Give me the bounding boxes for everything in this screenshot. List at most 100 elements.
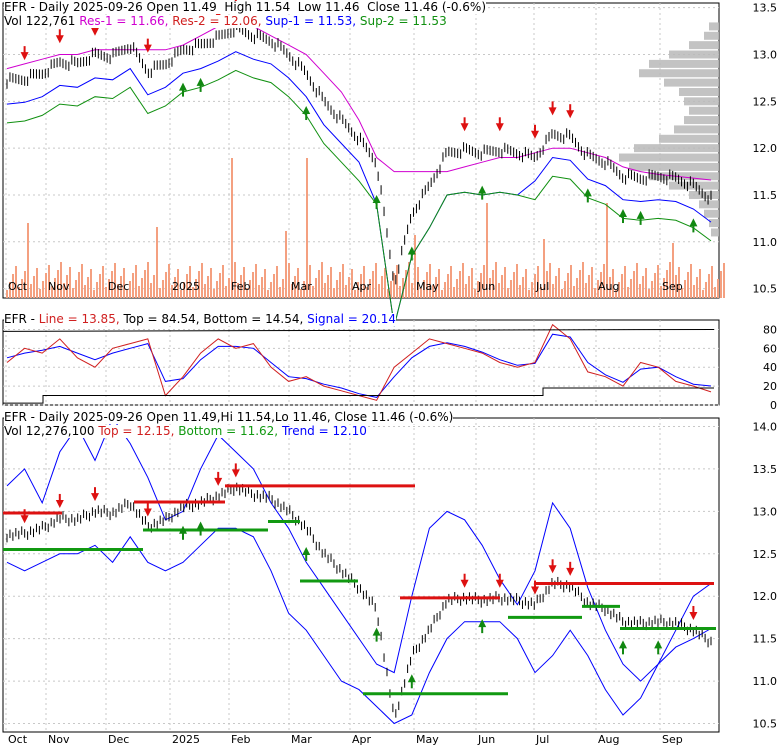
stoch-signal-line (6, 333, 712, 398)
volume-bar (294, 276, 296, 298)
volume-bar (378, 284, 380, 298)
volume-bar (201, 263, 203, 298)
volume-bar (36, 268, 38, 298)
volume-bar (297, 268, 299, 298)
volume-bar (228, 278, 230, 298)
volume-bar (522, 277, 524, 298)
volume-profile-bar (709, 22, 719, 31)
volume-bar (324, 283, 326, 298)
volume-bar (567, 273, 569, 298)
volume-bar (501, 275, 503, 298)
volume-bar (63, 283, 65, 298)
volume-bar (342, 264, 344, 298)
volume-bar (147, 262, 149, 298)
volume-profile-bar (711, 228, 719, 237)
sell-arrow (20, 52, 29, 61)
volume-bar (339, 272, 341, 298)
volume-bar (663, 278, 665, 298)
sup2-line (6, 69, 712, 327)
x-axis-month-label: Mar (291, 733, 312, 745)
volume-bar (459, 271, 461, 298)
volume-bar (474, 289, 476, 298)
volume-profile-bar (699, 200, 719, 209)
trend-axis-tick: 14.0 (753, 420, 778, 433)
sell-arrow (495, 123, 504, 132)
volume-bar (510, 280, 512, 298)
volume-bar (537, 266, 539, 298)
volume-bar (609, 277, 611, 298)
volume-bar (66, 275, 68, 298)
volume-bar (345, 285, 347, 298)
volume-bar (171, 285, 173, 298)
volume-bar (666, 270, 668, 298)
trend-axis-tick: 11.5 (753, 633, 778, 646)
volume-bar (303, 281, 305, 298)
trend-sell-arrow (20, 515, 29, 524)
volume-profile-bar (704, 31, 719, 40)
trend-sell-arrow (566, 567, 575, 576)
volume-profile-bar (689, 106, 719, 115)
price-axis-tick: 11.0 (753, 236, 778, 249)
volume-bar (588, 275, 590, 298)
volume-bar (723, 263, 725, 298)
stoch-top-label: Top = 84.54, (123, 312, 200, 326)
stoch-axis-tick: 40 (763, 361, 777, 374)
volume-bar (72, 288, 74, 298)
volume-bar (462, 263, 464, 298)
panel2-prefix: EFR - (4, 312, 39, 326)
volume-bar (300, 289, 302, 298)
volume-bar (357, 282, 359, 298)
trend-buy-arrow (179, 525, 187, 534)
volume-bar (420, 288, 422, 298)
trend-sell-arrow (689, 611, 698, 620)
panel3-title: EFR - Daily 2025-09-26 Open 11.49,Hi 11.… (4, 410, 454, 424)
buy-arrow (689, 218, 698, 227)
volume-bar (411, 283, 413, 298)
volume-bar (450, 266, 452, 298)
trend-sell-arrow (495, 579, 504, 588)
volume-bar (57, 270, 59, 298)
volume-bar (528, 290, 530, 298)
volume-bar (282, 279, 284, 298)
buy-arrow (583, 188, 592, 197)
sell-arrow (548, 107, 557, 116)
volume-bar (78, 272, 80, 298)
volume-bar (48, 265, 50, 298)
volume-bar (618, 282, 620, 298)
buy-arrow (179, 82, 187, 91)
volume-bar (93, 290, 95, 298)
x-axis-month-label: Feb (231, 280, 250, 293)
panel2-header: EFR - Line = 13.85, Top = 84.54, Bottom … (4, 312, 397, 326)
volume-bar (84, 285, 86, 298)
volume-bar (195, 279, 197, 298)
stoch-axis-tick: 80 (763, 323, 777, 336)
trend-buy-arrow (372, 627, 381, 636)
volume-bar (348, 277, 350, 298)
volume-bar (306, 158, 308, 298)
x-axis-month-label: Apr (352, 280, 372, 293)
volume-profile-bar (639, 69, 719, 78)
volume-bar (6, 290, 8, 298)
volume-bar (177, 269, 179, 298)
volume-bar (495, 262, 497, 298)
volume-bar (558, 268, 560, 298)
volume-bar (120, 276, 122, 298)
buy-arrow (196, 77, 205, 86)
volume-bar (261, 277, 263, 298)
volume-bar (720, 271, 722, 298)
volume-bar (687, 272, 689, 298)
volume-bar (642, 276, 644, 298)
volume-bar (87, 277, 89, 298)
price-axis-tick: 12.5 (753, 95, 778, 108)
bottom-band-label: Bottom = 11.62, (178, 424, 279, 438)
volume-bar (531, 282, 533, 298)
volume-profile-bar (629, 162, 719, 171)
volume-bar (561, 289, 563, 298)
trend-sell-arrow (548, 565, 557, 574)
volume-bar (225, 286, 227, 298)
panel-frame-3 (2, 417, 720, 733)
volume-bar (69, 267, 71, 298)
volume-bar (549, 263, 551, 298)
volume-profile-bar (649, 59, 719, 68)
x-axis-month-label: Aug (598, 280, 619, 293)
